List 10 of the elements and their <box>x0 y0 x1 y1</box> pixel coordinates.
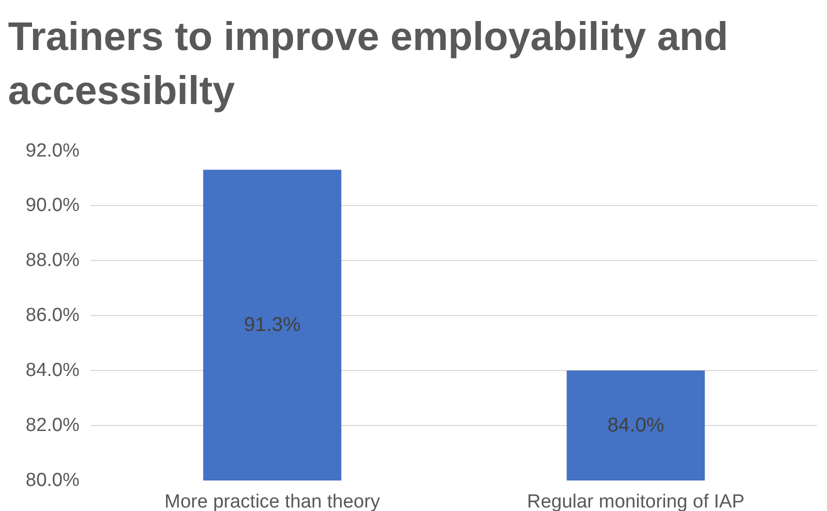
data-label: 84.0% <box>607 414 664 436</box>
y-tick-label: 88.0% <box>26 250 80 271</box>
y-tick-label: 92.0% <box>26 140 80 162</box>
y-tick-label: 90.0% <box>26 195 80 216</box>
y-tick-label: 86.0% <box>26 305 80 326</box>
y-tick-label: 80.0% <box>26 470 80 491</box>
y-tick-label: 82.0% <box>26 415 80 436</box>
y-tick-label: 84.0% <box>26 360 80 381</box>
data-label: 91.3% <box>244 314 301 336</box>
chart-title: Trainers to improve employability and accessibilty <box>8 14 730 115</box>
